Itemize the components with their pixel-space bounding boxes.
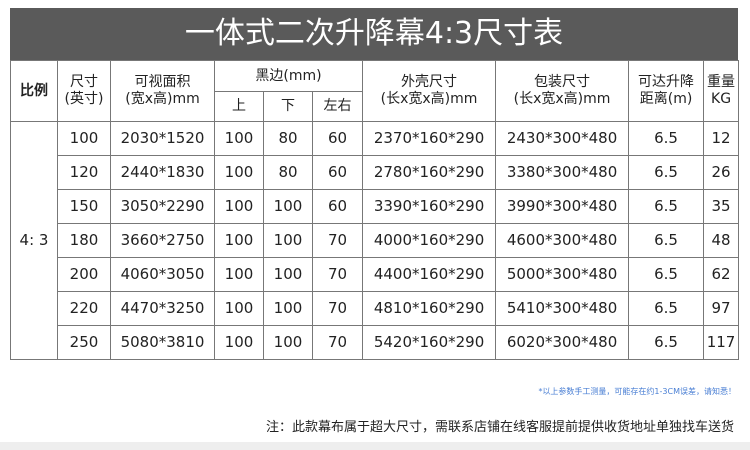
header-lift: 可达升降 距离(m) <box>628 60 705 122</box>
header-border-bottom: 下 <box>263 91 313 122</box>
page-title: 一体式二次升降幕4:3尺寸表 <box>10 8 738 60</box>
table-cell: 12 <box>703 121 740 156</box>
table-cell: 70 <box>311 257 364 292</box>
table-cell: 6.5 <box>628 189 705 224</box>
header-shell: 外壳尺寸 (长x宽x高)mm <box>362 60 497 122</box>
table-cell: 6.5 <box>628 257 705 292</box>
table-cell: 4470*3250 <box>110 291 215 326</box>
table-cell: 26 <box>703 155 740 190</box>
table-cell: 3990*300*480 <box>495 189 630 224</box>
table-cell: 6.5 <box>628 121 705 156</box>
table-cell: 70 <box>311 291 364 326</box>
table-row: 200 4060*3050 100 100 70 4400*160*290 5000*300… <box>11 257 740 292</box>
table-cell: 4810*160*290 <box>362 291 497 326</box>
header-border-sides: 左右 <box>311 91 364 122</box>
table-cell: 2780*160*290 <box>362 155 497 190</box>
table-cell: 70 <box>311 223 364 258</box>
table-cell: 100 <box>263 291 313 326</box>
table-cell: 5000*300*480 <box>495 257 630 292</box>
table-cell: 3660*2750 <box>110 223 215 258</box>
header-border: 黑边(mm) <box>213 60 364 92</box>
header-size: 尺寸 (英寸) <box>57 60 111 122</box>
table-cell: 5410*300*480 <box>495 291 630 326</box>
table-cell: 60 <box>311 155 364 190</box>
table-cell: 100 <box>214 223 264 258</box>
table-cell: 35 <box>703 189 740 224</box>
table-cell: 62 <box>703 257 740 292</box>
table-cell: 100 <box>214 291 264 326</box>
table-cell: 97 <box>703 291 740 326</box>
table-cell: 6.5 <box>628 155 705 190</box>
size-table: 比例 尺寸 (英寸) 可视面积 (宽x高)mm 黑边(mm) 外壳尺寸 (长x宽x高)… <box>10 60 740 360</box>
table-cell: 117 <box>703 325 740 360</box>
table-cell: 100 <box>214 155 264 190</box>
shipping-note: 注：此款幕布属于超大尺寸，需联系店铺在线客服提前提供收货地址单独找车送货 <box>265 420 734 435</box>
table-cell: 60 <box>311 189 364 224</box>
table-cell: 5080*3810 <box>110 325 215 360</box>
table-cell: 2430*300*480 <box>495 121 630 156</box>
table-cell: 100 <box>214 121 264 156</box>
ratio-cell: 4: 3 <box>10 121 58 360</box>
table-cell: 60 <box>311 121 364 156</box>
table-cell: 120 <box>57 155 111 190</box>
bottom-strip <box>0 442 750 450</box>
header-ratio: 比例 <box>10 60 58 122</box>
header-border-top: 上 <box>214 91 264 122</box>
table-row: 120 2440*1830 100 80 60 2780*160*290 3380*300*… <box>11 155 740 190</box>
table-cell: 2440*1830 <box>110 155 215 190</box>
table-row: 250 5080*3810 100 100 70 5420*160*290 6020*300… <box>11 325 740 360</box>
table-cell: 3380*300*480 <box>495 155 630 190</box>
table-cell: 2030*1520 <box>110 121 215 156</box>
table-cell: 6020*300*480 <box>495 325 630 360</box>
table-cell: 6.5 <box>628 223 705 258</box>
table-cell: 4000*160*290 <box>362 223 497 258</box>
table-cell: 4600*300*480 <box>495 223 630 258</box>
table-cell: 3390*160*290 <box>362 189 497 224</box>
table-cell: 150 <box>57 189 111 224</box>
table-cell: 250 <box>57 325 111 360</box>
table-cell: 48 <box>703 223 740 258</box>
table-cell: 2370*160*290 <box>362 121 497 156</box>
table-cell: 6.5 <box>628 325 705 360</box>
table-cell: 100 <box>214 325 264 360</box>
header-package: 包装尺寸 (长x宽x高)mm <box>495 60 630 122</box>
table-cell: 220 <box>57 291 111 326</box>
table-row: 180 3660*2750 100 100 70 4000*160*290 4600*300… <box>11 223 740 258</box>
table-cell: 100 <box>263 325 313 360</box>
table-cell: 100 <box>57 121 111 156</box>
table-cell: 3050*2290 <box>110 189 215 224</box>
table-cell: 100 <box>214 189 264 224</box>
disclaimer: *以上参数手工测量，可能存在约1-3CM误差，请知悉！ <box>538 387 736 396</box>
table-cell: 100 <box>214 257 264 292</box>
table-row: 4: 3 100 2030*1520 100 80 60 2370*160*290 2430*… <box>10 121 740 360</box>
table-cell: 6.5 <box>628 291 705 326</box>
table-row: 220 4470*3250 100 100 70 4810*160*290 5410*300… <box>11 291 740 326</box>
table-cell: 4060*3050 <box>110 257 215 292</box>
table-row: 150 3050*2290 100 100 60 3390*160*290 3990*300… <box>11 189 740 224</box>
table-cell: 80 <box>263 121 313 156</box>
table-cell: 5420*160*290 <box>362 325 497 360</box>
table-cell: 4400*160*290 <box>362 257 497 292</box>
header-weight: 重量 KG <box>703 60 740 122</box>
table-cell: 70 <box>311 325 364 360</box>
table-cell: 100 <box>263 257 313 292</box>
table-cell: 100 <box>263 223 313 258</box>
table-cell: 80 <box>263 155 313 190</box>
header-viewable: 可视面积 (宽x高)mm <box>110 60 215 122</box>
table-cell: 180 <box>57 223 111 258</box>
table-cell: 200 <box>57 257 111 292</box>
table-cell: 100 <box>263 189 313 224</box>
